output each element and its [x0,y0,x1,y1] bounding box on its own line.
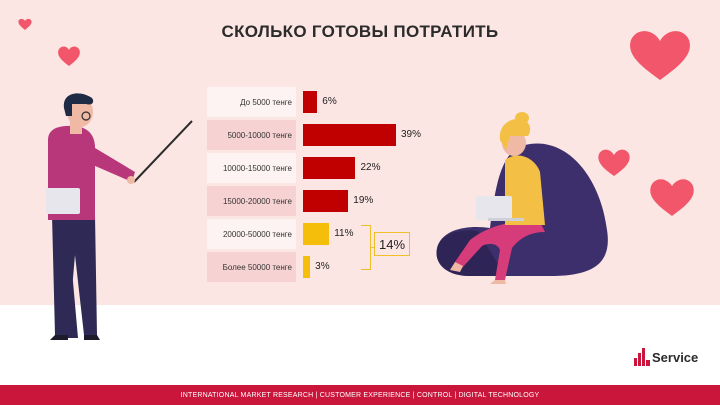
bar [303,190,349,212]
group-total-label: 14% [374,232,410,256]
category-label: 15000-20000 тенге [207,186,296,216]
data-label: 3% [315,261,330,272]
category-label: 10000-15000 тенге [207,153,296,183]
group-bracket [361,225,371,270]
teacher-illustration [46,93,193,340]
heart-icon [18,18,32,30]
page-title: СКОЛЬКО ГОТОВЫ ПОТРАТИТЬ [221,22,499,41]
data-label: 22% [360,162,381,173]
heart-icon [598,149,630,176]
heart-icon [630,31,690,80]
brand-logo: Service [634,348,698,366]
data-label: 19% [353,195,374,206]
category-label: Более 50000 тенге [207,252,296,282]
footer-bar: INTERNATIONAL MARKET RESEARCH | CUSTOMER… [0,385,720,405]
group-bracket-stub [371,247,374,248]
slide-bottom-band [0,305,720,385]
category-label: 20000-50000 тенге [207,219,296,249]
data-label: 11% [334,228,354,239]
data-label: 6% [322,96,337,107]
bar [303,157,356,179]
category-label: До 5000 тенге [207,87,296,117]
heart-icon [58,46,80,66]
logo-icon [634,348,650,366]
bar [303,223,330,245]
bar [303,124,396,146]
heart-icon [650,179,694,216]
woman-on-beanbag-illustration [436,112,608,284]
bar [303,256,311,278]
brand-name: Service [652,349,699,365]
bar [303,91,318,113]
category-label: 5000-10000 тенге [207,120,296,150]
data-label: 39% [401,129,422,140]
